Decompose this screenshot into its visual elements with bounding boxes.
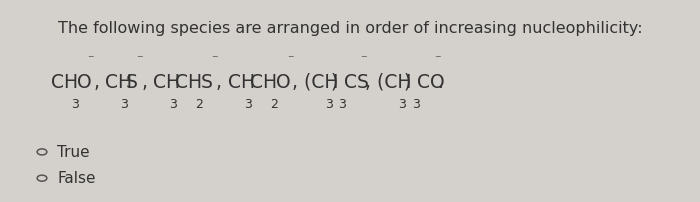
Text: ⁻: ⁻ <box>211 54 218 67</box>
Text: O: O <box>77 73 92 92</box>
Text: True: True <box>57 145 90 160</box>
Text: O: O <box>276 73 290 92</box>
Text: .: . <box>438 73 444 92</box>
Text: ⁻: ⁻ <box>287 54 293 67</box>
Text: 2: 2 <box>195 98 203 111</box>
Text: 3: 3 <box>338 98 346 111</box>
Text: ): ) <box>404 73 411 92</box>
Text: 3: 3 <box>244 98 252 111</box>
Text: S: S <box>126 73 138 92</box>
Text: CH: CH <box>250 73 277 92</box>
Text: CH: CH <box>175 73 202 92</box>
Text: ,: , <box>365 73 371 92</box>
Text: ⁻: ⁻ <box>136 54 143 67</box>
Text: The following species are arranged in order of increasing nucleophilicity:: The following species are arranged in or… <box>57 21 643 36</box>
Text: ,: , <box>216 73 222 92</box>
Text: ,: , <box>141 73 148 92</box>
Text: CH: CH <box>51 73 78 92</box>
Text: 3: 3 <box>325 98 332 111</box>
Text: CH: CH <box>147 73 180 92</box>
Text: CH: CH <box>99 73 132 92</box>
Text: 3: 3 <box>169 98 176 111</box>
Text: CO: CO <box>417 73 444 92</box>
Text: ,: , <box>291 73 298 92</box>
Text: S: S <box>201 73 213 92</box>
Text: ⁻: ⁻ <box>88 54 94 67</box>
Text: 3: 3 <box>120 98 128 111</box>
Text: ): ) <box>330 73 337 92</box>
Text: 3: 3 <box>412 98 419 111</box>
Text: 2: 2 <box>270 98 278 111</box>
Text: ,: , <box>93 73 99 92</box>
Text: (CH: (CH <box>298 73 338 92</box>
Text: 3: 3 <box>398 98 406 111</box>
Text: CS: CS <box>344 73 369 92</box>
Text: 3: 3 <box>71 98 79 111</box>
Text: ⁻: ⁻ <box>360 54 367 67</box>
Text: ⁻: ⁻ <box>434 54 440 67</box>
Text: False: False <box>57 171 96 186</box>
Text: (CH: (CH <box>371 73 412 92</box>
Text: CH: CH <box>222 73 255 92</box>
